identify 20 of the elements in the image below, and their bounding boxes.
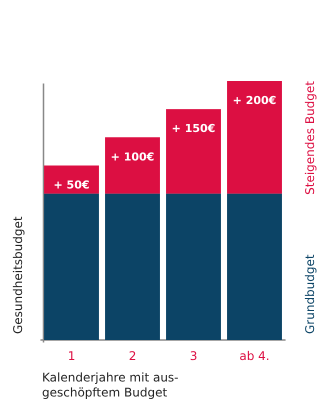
text: Grundbudget [303,254,317,334]
data-label: + 50€ [53,178,90,192]
x-tick-label: 1 [68,349,76,363]
data-label: + 100€ [110,150,154,164]
data-label: + 200€ [232,94,276,107]
bar [227,194,282,340]
x-axis-title: Kalenderjahre mit aus- geschöpftem Budget [42,370,179,400]
y-axis-title: Gesundheitsbudget [11,216,25,334]
bar [105,137,160,194]
bar [44,165,99,194]
bar [166,194,221,340]
x-tick-label: 2 [128,349,136,363]
x-tick-label: ab 4. [239,349,270,363]
text: Steigendes Budget [303,80,317,195]
bar [166,109,221,194]
x-tick-label: 3 [190,349,198,363]
bar [227,81,282,194]
bar [44,194,99,340]
data-label: + 150€ [172,122,216,136]
bar [105,194,160,340]
